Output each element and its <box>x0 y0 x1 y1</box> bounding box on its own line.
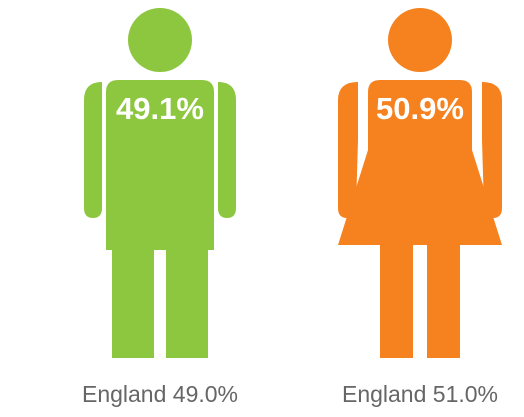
male-torso <box>106 80 214 250</box>
male-arm <box>218 82 236 218</box>
female-arm <box>338 82 358 218</box>
female-figure <box>338 8 502 358</box>
male-head <box>128 8 192 72</box>
female-dress <box>338 80 502 245</box>
female-arm <box>482 82 502 218</box>
male-percentage: 49.1% <box>116 91 204 126</box>
female-head <box>388 8 452 72</box>
female-leg <box>427 240 460 358</box>
male-leg <box>166 245 208 358</box>
male-arm <box>84 82 102 218</box>
male-leg <box>112 245 154 358</box>
female-caption: England 51.0% <box>342 381 498 407</box>
female-leg <box>380 240 413 358</box>
male-caption: England 49.0% <box>82 381 238 407</box>
male-figure <box>84 8 236 358</box>
female-percentage: 50.9% <box>376 91 464 126</box>
